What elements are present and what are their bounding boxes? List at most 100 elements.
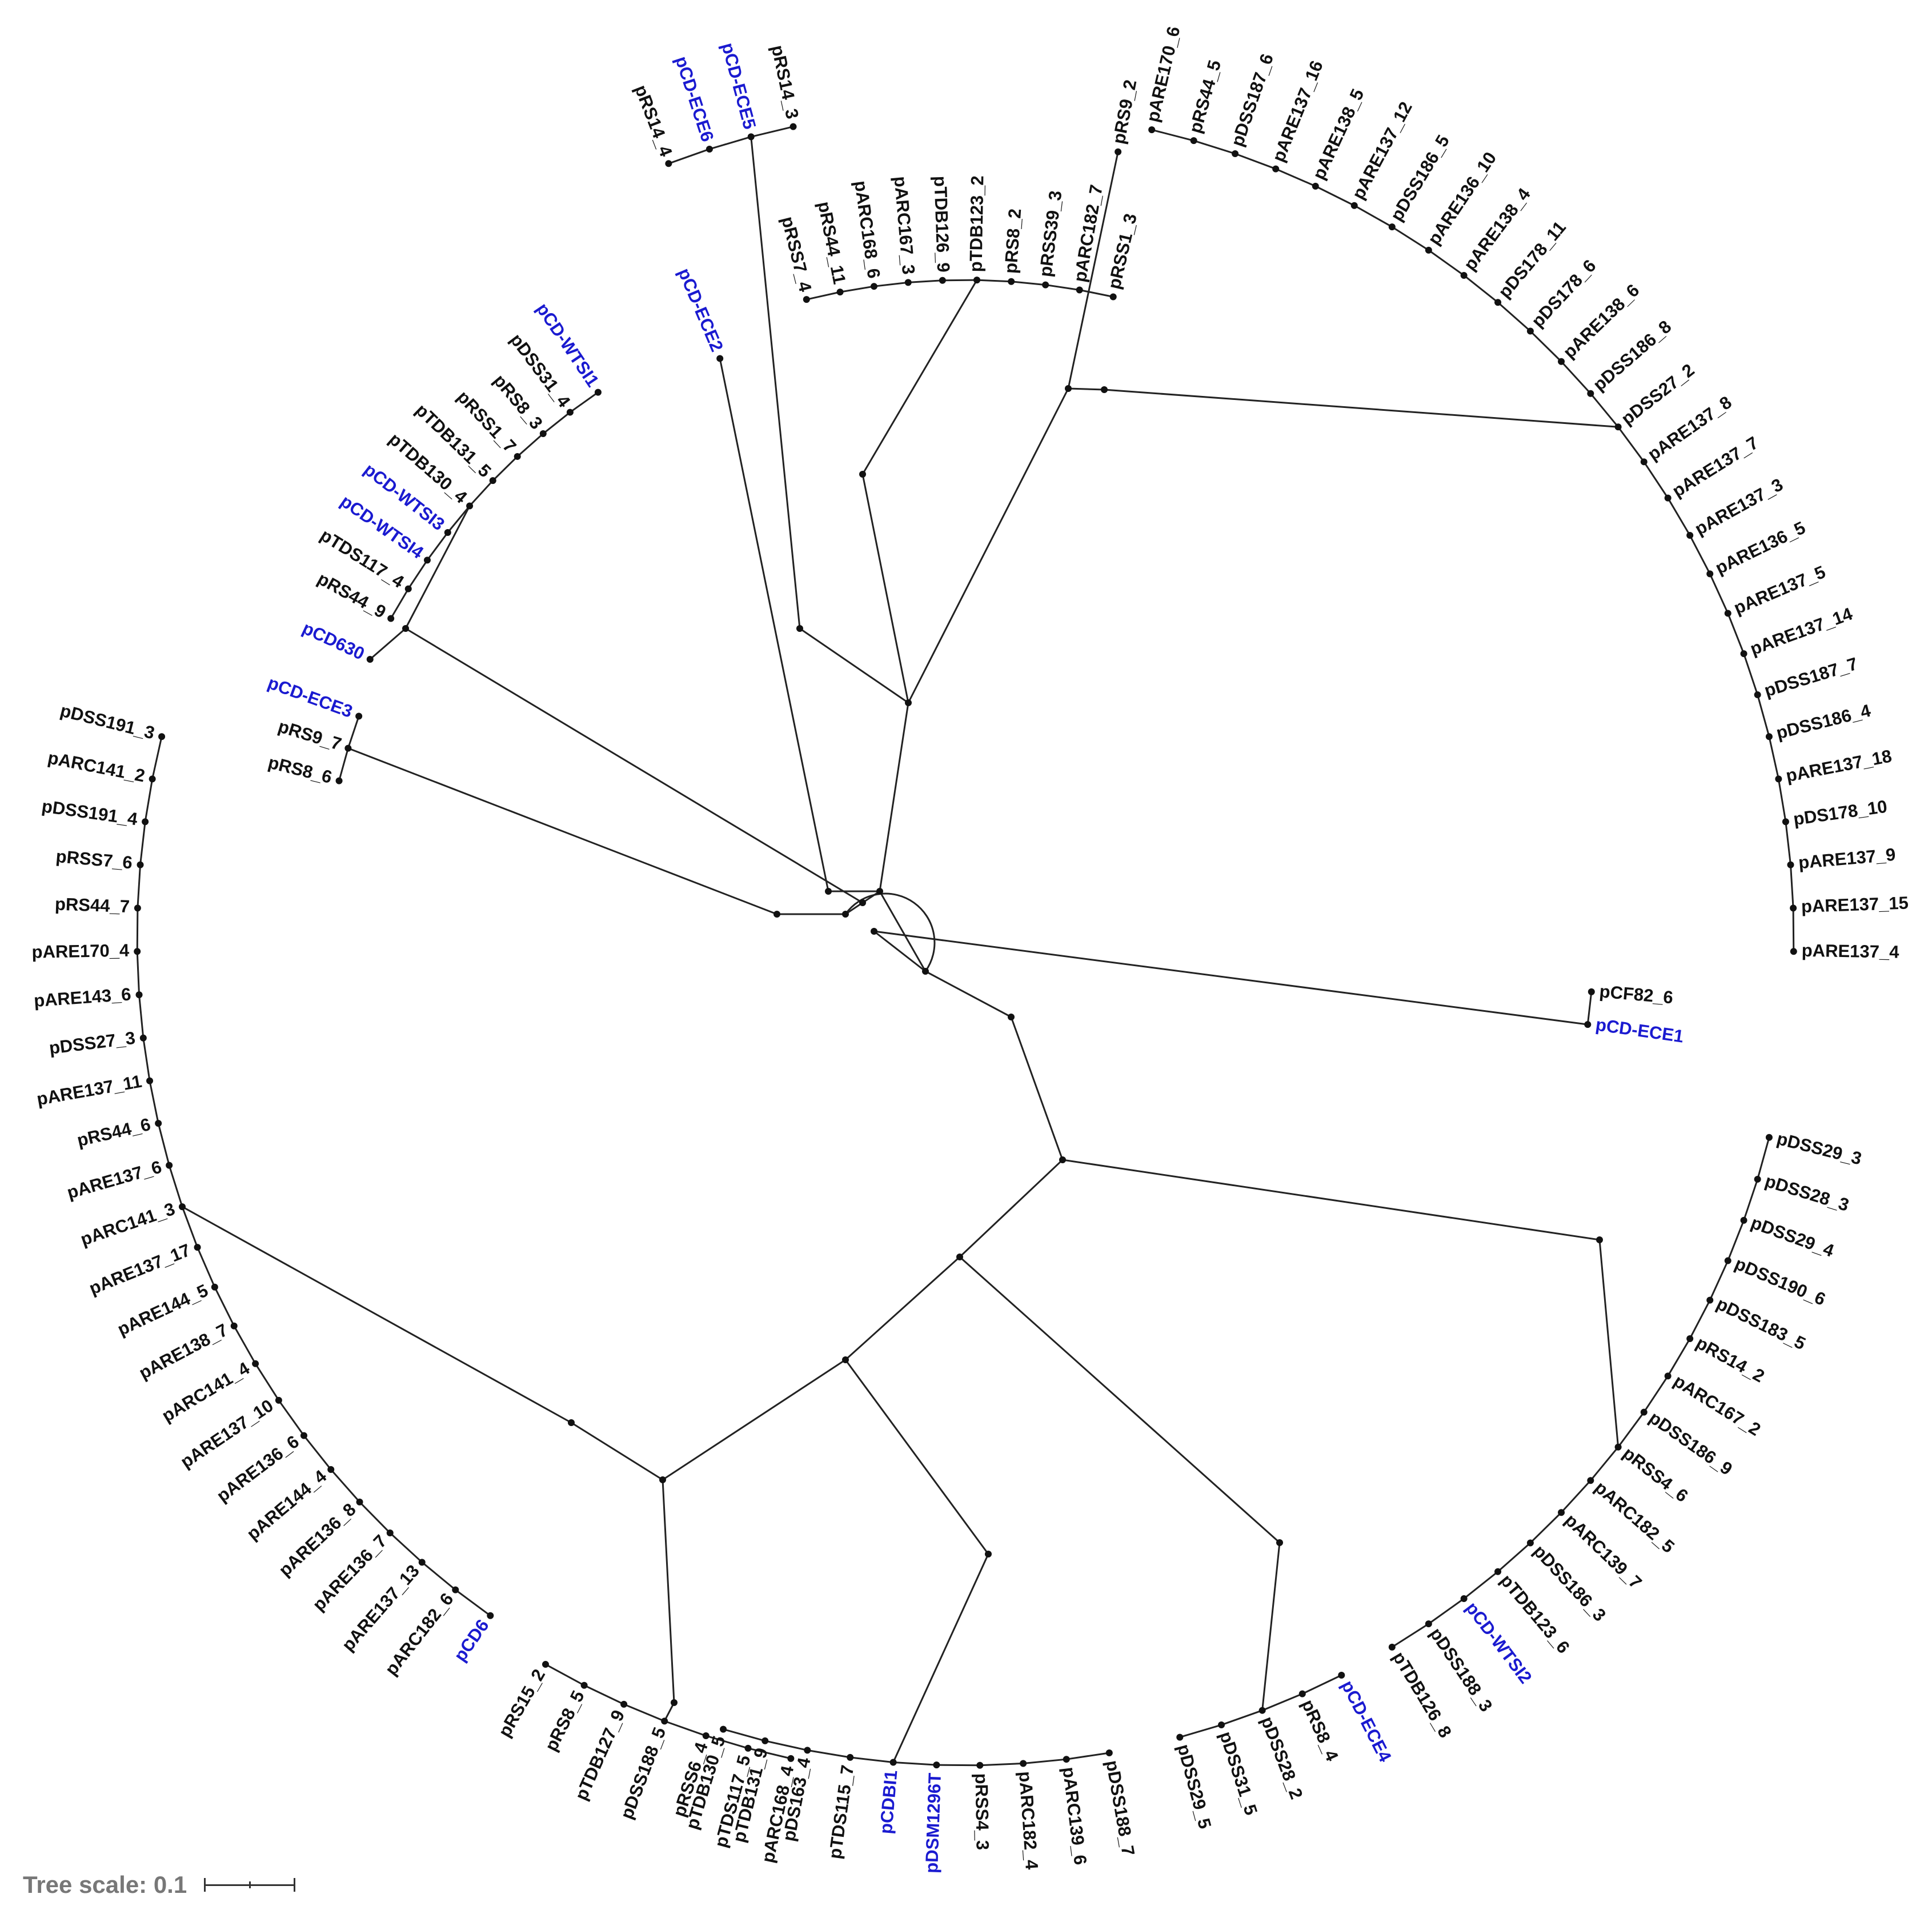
- leaf-node: [275, 1396, 282, 1404]
- leaf-node: [137, 861, 144, 868]
- leaf-node: [146, 1077, 154, 1084]
- leaf-label-pdss187-6: pDSS187_6: [1227, 51, 1277, 149]
- leaf-node: [300, 1432, 307, 1439]
- leaf-node: [1232, 150, 1239, 157]
- internal-branch: [925, 970, 1012, 1018]
- leaf-node: [335, 777, 343, 784]
- leaf-label-parc141-3: pARC141_3: [78, 1199, 177, 1250]
- internal-branch: [873, 930, 926, 972]
- internal-node: [1065, 385, 1072, 392]
- clade-arc: [303, 1435, 332, 1470]
- clade-arc: [426, 532, 448, 561]
- clade-arc: [977, 279, 1012, 283]
- leaf-node: [580, 1681, 588, 1689]
- clade-arc: [1743, 653, 1759, 695]
- leaf-node: [1765, 1134, 1773, 1141]
- clade-arc: [1497, 302, 1531, 332]
- leaf-label-prs14-2: pRS14_2: [1693, 1332, 1768, 1386]
- leaf-label-ptdb127-9: pTDB127_9: [571, 1707, 629, 1803]
- leaf-node: [594, 389, 602, 396]
- leaf-node: [1640, 1408, 1648, 1416]
- leaf-label-pcd-ece4: pCD-ECE4: [1337, 1677, 1396, 1765]
- leaf-node: [1494, 1568, 1502, 1575]
- leaf-node: [211, 1283, 218, 1291]
- clade-arc: [144, 779, 154, 822]
- leaf-label-parc168-6: pARC168_6: [851, 179, 884, 280]
- clade-arc: [1221, 1709, 1263, 1726]
- leaf-node: [366, 655, 374, 663]
- clade-arc: [1560, 361, 1592, 394]
- leaf-label-pare170-4: pARE170_4: [31, 940, 130, 962]
- leaf-label-prs44-6: pRS44_6: [75, 1114, 152, 1151]
- leaf-node: [542, 1661, 549, 1668]
- leaf-label-pdss188-5: pDSS188_5: [616, 1724, 670, 1821]
- leaf-node: [1584, 1021, 1592, 1028]
- clade-arc: [1617, 426, 1645, 463]
- clade-arc: [1777, 779, 1787, 822]
- clade-arc: [806, 291, 840, 301]
- leaf-node: [1115, 148, 1122, 155]
- clade-arc: [1590, 393, 1619, 428]
- clade-arc: [1757, 694, 1770, 737]
- leaf-node: [1765, 733, 1773, 740]
- clade-arc: [1023, 1758, 1067, 1764]
- leaf-node: [1176, 1733, 1184, 1741]
- tree-nodes: [134, 123, 1797, 1769]
- internal-node: [1276, 1539, 1283, 1546]
- leaf-node: [1076, 286, 1083, 294]
- clade-stem: [369, 627, 406, 660]
- clade-arc: [1045, 284, 1080, 291]
- leaf-node: [1218, 1721, 1225, 1729]
- clade-arc: [1757, 1137, 1770, 1180]
- leaf-node: [252, 1360, 259, 1367]
- leaf-node: [1558, 1509, 1565, 1516]
- clade-arc: [664, 1720, 707, 1737]
- leaf-label-pdsm1296t: pDSM1296T: [921, 1772, 945, 1873]
- leaf-label-prss7-6: pRSS7_6: [55, 846, 133, 873]
- clade-arc: [1079, 289, 1113, 298]
- clade-arc: [893, 1761, 937, 1766]
- internal-node: [922, 968, 929, 975]
- leaf-node: [1063, 1756, 1070, 1763]
- leaf-node: [1494, 299, 1502, 306]
- internal-node: [905, 699, 912, 706]
- clade-arc: [447, 505, 471, 533]
- leaf-label-prss4-3: pRSS4_3: [971, 1773, 992, 1850]
- leaf-label-pcd-ece3: pCD-ECE3: [265, 672, 355, 722]
- leaf-node: [1350, 202, 1358, 209]
- leaf-node: [847, 1753, 854, 1761]
- clade-arc: [1643, 1375, 1669, 1413]
- clade-arc: [1667, 497, 1691, 536]
- leaf-label-pdss190-6: pDSS190_6: [1732, 1254, 1829, 1310]
- clade-arc: [980, 1762, 1024, 1767]
- clade-arc: [751, 126, 793, 138]
- leaf-node: [939, 277, 946, 284]
- tree-scale-label: Tree scale: 0.1: [23, 1871, 187, 1898]
- leaf-label-parc167-3: pARC167_3: [890, 175, 919, 275]
- clade-arc: [1560, 1480, 1592, 1513]
- clade-arc: [278, 1399, 305, 1436]
- internal-branch: [879, 702, 909, 892]
- clade-arc: [1179, 1724, 1222, 1739]
- clade-arc: [1428, 249, 1465, 277]
- internal-branch: [861, 474, 909, 703]
- leaf-label-prs8-5: pRS8_5: [541, 1687, 588, 1754]
- clade-arc: [1743, 1179, 1759, 1221]
- clade-arc: [1689, 535, 1711, 575]
- leaf-node: [1740, 1216, 1747, 1224]
- clade-arc: [139, 822, 146, 865]
- internal-node: [773, 911, 780, 918]
- leaf-label-ptdb123-2: pTDB123_2: [966, 175, 988, 272]
- leaf-label-pcd-ece2: pCD-ECE2: [674, 265, 727, 354]
- clade-arc: [1066, 1752, 1110, 1760]
- clade-stem: [892, 1553, 989, 1763]
- leaf-node: [1460, 271, 1468, 279]
- leaf-node: [1614, 423, 1622, 431]
- internal-node: [956, 1254, 963, 1260]
- leaf-node: [1042, 281, 1049, 289]
- leaf-label-pdss29-3: pDSS29_3: [1775, 1128, 1864, 1169]
- leaf-node: [135, 991, 143, 999]
- leaf-node: [134, 904, 141, 912]
- leaf-label-pare137-6: pARE137_6: [65, 1156, 164, 1203]
- leaf-label-pdss29-5: pDSS29_5: [1173, 1742, 1215, 1831]
